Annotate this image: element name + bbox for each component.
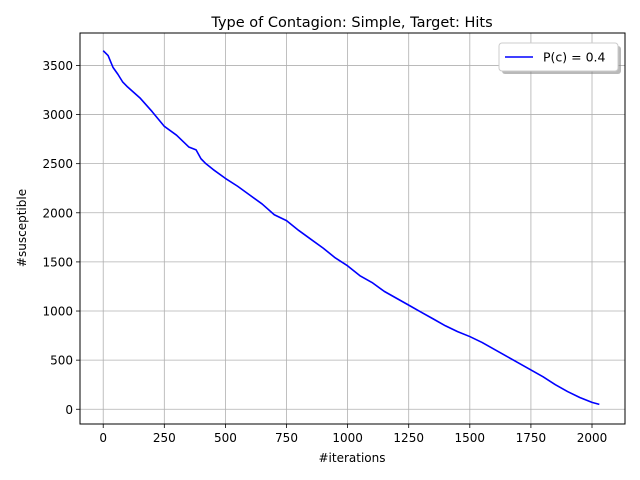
x-tick-label: 0 bbox=[99, 431, 107, 445]
plot-frame bbox=[79, 32, 626, 425]
y-tick-label: 1000 bbox=[42, 305, 73, 319]
x-tick-label: 500 bbox=[214, 431, 237, 445]
x-axis-ticks: 0 250 500 750 1000 1250 1500 1750 2000 bbox=[99, 424, 607, 445]
y-tick-label: 2500 bbox=[42, 157, 73, 171]
y-axis-ticks: 0 500 1000 1500 2000 2500 3000 3500 bbox=[42, 59, 80, 417]
y-tick-label: 1500 bbox=[42, 255, 73, 269]
series-line bbox=[102, 50, 600, 406]
x-tick-label: 1750 bbox=[516, 431, 547, 445]
x-tick-label: 250 bbox=[153, 431, 176, 445]
chart-title: Type of Contagion: Simple, Target: Hits bbox=[210, 15, 492, 31]
y-tick-label: 0 bbox=[65, 403, 73, 417]
grid bbox=[80, 33, 625, 424]
y-tick-label: 3500 bbox=[42, 59, 73, 73]
x-tick-label: 2000 bbox=[577, 431, 608, 445]
x-tick-label: 1250 bbox=[393, 431, 424, 445]
legend-label: P(c) = 0.4 bbox=[543, 50, 606, 65]
legend: P(c) = 0.4 bbox=[498, 42, 621, 74]
y-tick-label: 3000 bbox=[42, 108, 73, 122]
legend-box bbox=[498, 42, 619, 72]
y-axis-label: #susceptible bbox=[15, 189, 29, 267]
x-tick-label: 1500 bbox=[455, 431, 486, 445]
x-tick-label: 750 bbox=[275, 431, 298, 445]
x-axis-label: #iterations bbox=[318, 451, 385, 465]
y-tick-label: 500 bbox=[50, 354, 73, 368]
series-layer bbox=[102, 50, 600, 406]
y-tick-label: 2000 bbox=[42, 206, 73, 220]
x-tick-label: 1000 bbox=[332, 431, 363, 445]
